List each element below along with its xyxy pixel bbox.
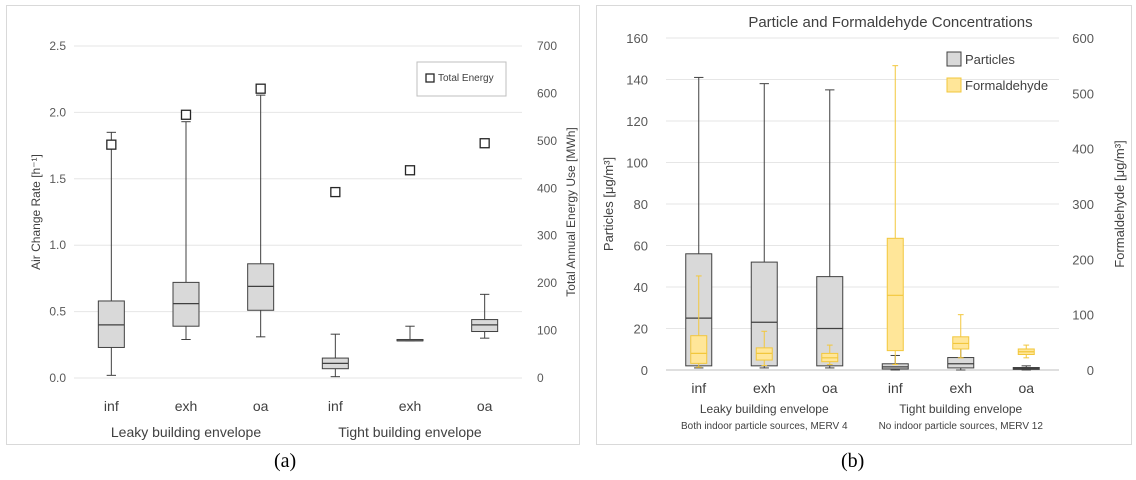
y-tick-left: 120 (626, 114, 648, 129)
acr-box (172, 281, 200, 327)
y-tick-right: 300 (537, 229, 557, 243)
y-tick-right: 200 (1072, 252, 1094, 267)
total-energy-marker (330, 186, 341, 198)
legend-swatch-formaldehyde (946, 77, 962, 93)
category-label: inf (691, 380, 706, 396)
category-label: exh (175, 398, 198, 414)
group-label: Tight building envelope (338, 424, 482, 440)
acr-box (97, 300, 125, 348)
legend-swatch-particles (946, 51, 962, 67)
group-label: Leaky building envelope (111, 424, 261, 440)
y-tick-right: 200 (537, 276, 557, 290)
y-tick-left: 2.5 (49, 39, 66, 53)
y-tick-left: 1.5 (49, 172, 66, 186)
legend-marker (425, 73, 435, 83)
y-axis-title-left: Particles [μg/m³] (601, 157, 616, 251)
category-label: inf (328, 398, 343, 414)
y-tick-right: 0 (537, 371, 544, 385)
y-tick-left: 60 (634, 239, 648, 254)
y-tick-right: 500 (1072, 86, 1094, 101)
total-energy-marker (479, 138, 490, 149)
y-tick-right: 300 (1072, 197, 1094, 212)
total-energy-marker (404, 165, 416, 176)
y-tick-right: 600 (537, 86, 557, 100)
y-tick-left: 80 (634, 197, 648, 212)
chart-title: Particle and Formaldehyde Concentrations (748, 14, 1032, 31)
acr-box (247, 263, 275, 311)
total-energy-marker (106, 139, 117, 150)
category-label: inf (888, 380, 903, 396)
y-tick-left: 0 (641, 363, 648, 378)
formaldehyde-box (690, 335, 708, 364)
category-label: exh (399, 398, 422, 414)
group-label: Tight building envelope (899, 402, 1022, 416)
y-tick-left: 20 (634, 322, 648, 337)
y-tick-left: 1.0 (49, 238, 66, 252)
y-tick-left: 0.5 (49, 305, 66, 319)
chart-b-frame (596, 5, 1132, 445)
group-sublabel: Both indoor particle sources, MERV 4 (681, 421, 848, 432)
category-label: exh (753, 380, 776, 396)
y-axis-title-right: Formaldehyde [μg/m³] (1112, 140, 1127, 267)
y-tick-right: 600 (1072, 31, 1094, 46)
acr-box (471, 319, 499, 333)
legend-label: Total Energy (438, 73, 494, 84)
y-tick-right: 500 (537, 134, 557, 148)
y-tick-right: 400 (537, 181, 557, 195)
y-tick-left: 2.0 (49, 105, 66, 119)
y-tick-left: 0.0 (49, 371, 66, 385)
y-tick-left: 100 (626, 156, 648, 171)
group-sublabel: No indoor particle sources, MERV 12 (879, 421, 1044, 432)
category-label: oa (822, 380, 838, 396)
legend-label-formaldehyde: Formaldehyde (965, 78, 1048, 93)
caption-b: (b) (841, 450, 865, 472)
category-label: inf (104, 398, 119, 414)
particles-box (947, 357, 975, 369)
y-tick-left: 140 (626, 73, 648, 88)
y-tick-right: 100 (1072, 308, 1094, 323)
legend-label-particles: Particles (965, 52, 1015, 67)
y-tick-right: 0 (1087, 363, 1094, 378)
y-tick-right: 700 (537, 39, 557, 53)
category-label: oa (477, 398, 493, 414)
total-energy-marker (180, 109, 192, 120)
caption-a: (a) (274, 450, 297, 472)
y-tick-right: 100 (537, 324, 557, 338)
category-label: oa (1018, 380, 1034, 396)
y-tick-left: 160 (626, 31, 648, 46)
y-axis-title-right: Total Annual Energy Use [MWh] (564, 127, 578, 296)
group-label: Leaky building envelope (700, 402, 829, 416)
total-energy-marker (255, 83, 266, 94)
category-label: oa (253, 398, 269, 414)
y-tick-right: 400 (1072, 142, 1094, 157)
category-label: exh (949, 380, 972, 396)
formaldehyde-box (886, 237, 904, 352)
y-tick-left: 40 (634, 280, 648, 295)
y-axis-title-left: Air Change Rate [h⁻¹] (29, 154, 43, 270)
